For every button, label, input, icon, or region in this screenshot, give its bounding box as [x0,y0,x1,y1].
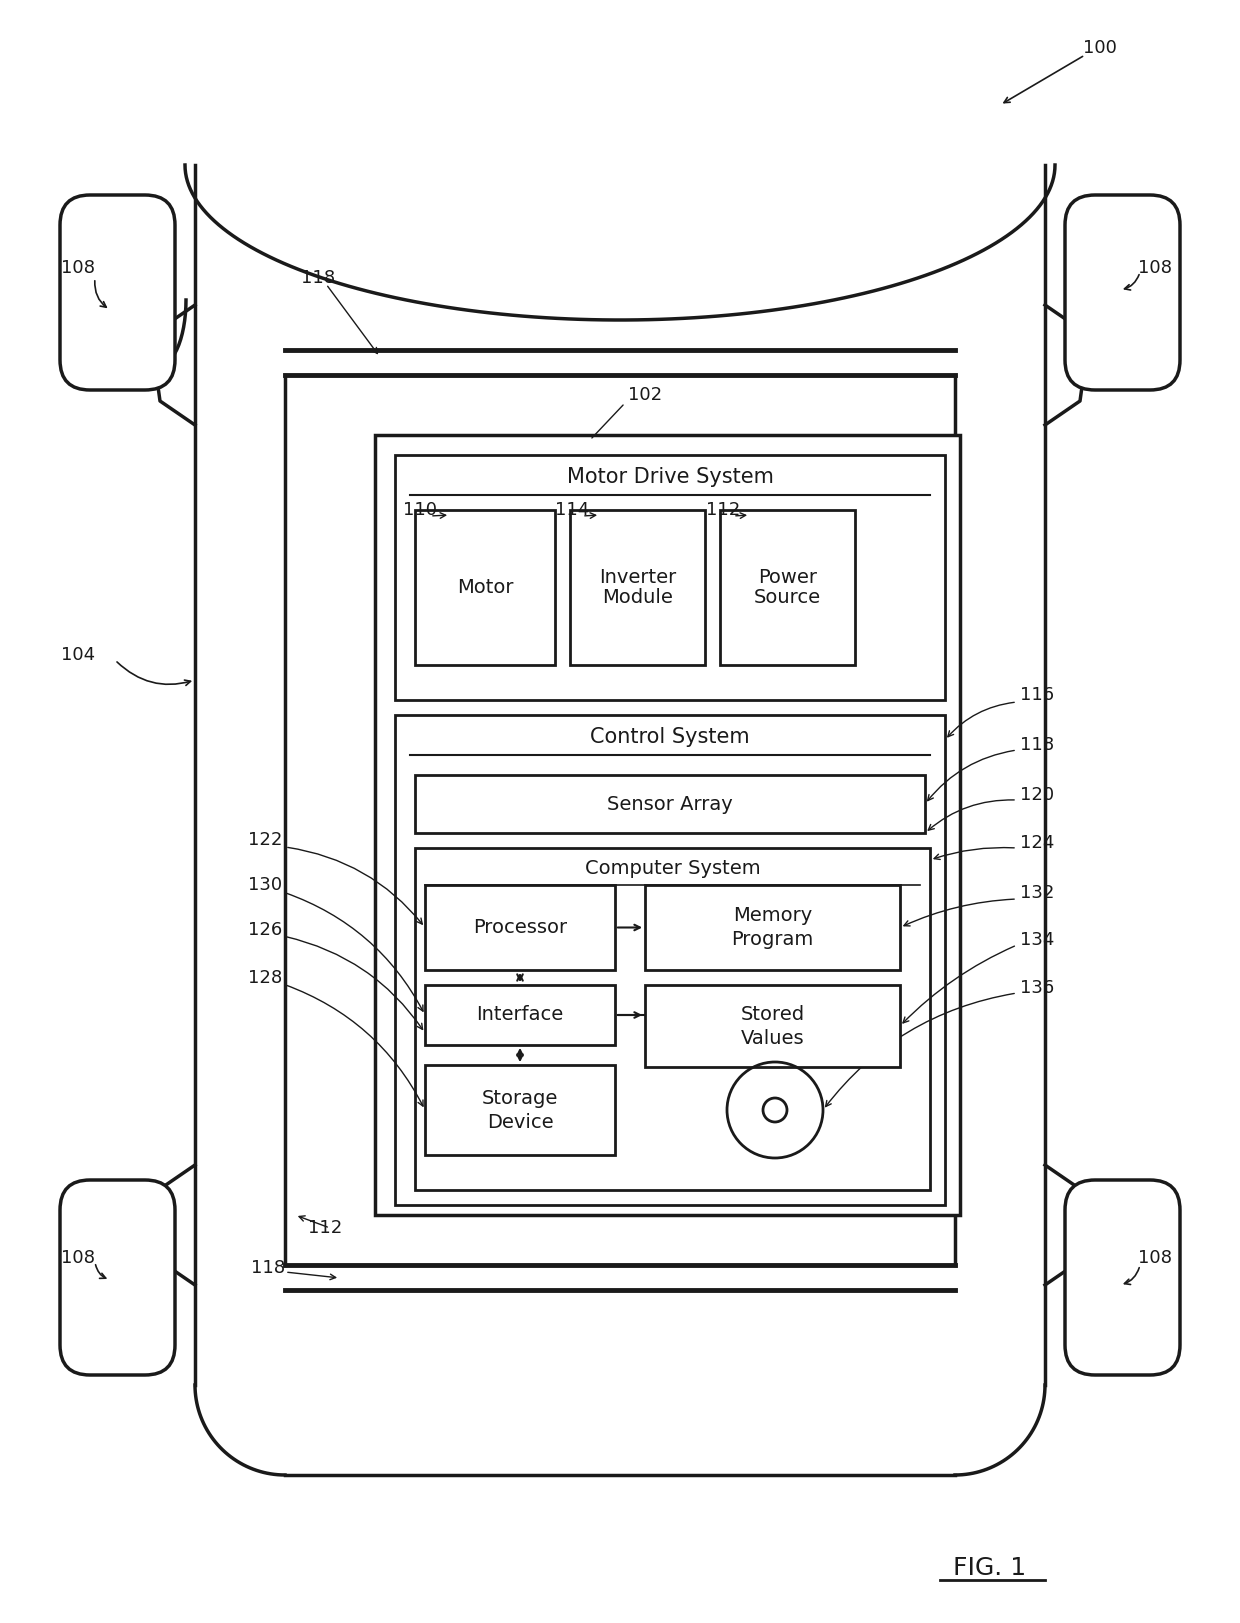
Text: Sensor Array: Sensor Array [608,795,733,813]
Text: Device: Device [486,1112,553,1131]
Text: Motor Drive System: Motor Drive System [567,467,774,487]
FancyBboxPatch shape [1065,1180,1180,1375]
Text: 134: 134 [1021,932,1054,949]
Bar [415,847,930,1190]
Bar [374,435,960,1216]
Text: 128: 128 [248,969,283,987]
Bar [645,985,900,1066]
Text: Motor: Motor [456,578,513,597]
Text: 136: 136 [1021,979,1054,997]
Text: 120: 120 [1021,786,1054,803]
Text: Computer System: Computer System [585,859,760,878]
Text: Control System: Control System [590,727,750,747]
Text: 100: 100 [1083,39,1117,57]
Text: 112: 112 [308,1219,342,1237]
Bar [425,1065,615,1156]
Bar [396,716,945,1204]
Bar [415,776,925,833]
Text: 118: 118 [1021,735,1054,755]
Text: Memory: Memory [733,906,812,925]
Bar [720,510,856,665]
Bar [425,985,615,1045]
Bar [425,885,615,971]
Text: 118: 118 [250,1259,285,1277]
Text: Values: Values [740,1029,805,1047]
Text: 122: 122 [248,831,283,849]
Text: 104: 104 [61,646,95,664]
Text: 110: 110 [403,502,436,519]
Text: 108: 108 [1138,260,1172,278]
Text: Module: Module [603,588,673,607]
Text: 116: 116 [1021,687,1054,704]
Text: Power: Power [758,568,817,588]
Text: Processor: Processor [472,919,567,936]
FancyBboxPatch shape [60,195,175,390]
FancyBboxPatch shape [1065,195,1180,390]
Text: FIG. 1: FIG. 1 [954,1556,1027,1581]
FancyBboxPatch shape [60,1180,175,1375]
Text: Inverter: Inverter [599,568,676,588]
Bar [415,510,556,665]
Text: 108: 108 [61,260,95,278]
Text: Storage: Storage [482,1089,558,1107]
Bar [570,510,706,665]
Bar [396,454,945,700]
Text: 102: 102 [627,386,662,404]
Text: Source: Source [754,588,821,607]
Text: 108: 108 [1138,1250,1172,1268]
Text: 114: 114 [554,502,589,519]
Text: 132: 132 [1021,885,1054,902]
Text: 130: 130 [248,876,281,894]
Text: Interface: Interface [476,1006,564,1024]
Text: Stored: Stored [740,1005,805,1024]
Text: Program: Program [732,930,813,949]
Text: 108: 108 [61,1250,95,1268]
Text: 124: 124 [1021,834,1054,852]
Text: 118: 118 [301,269,335,287]
Bar [645,885,900,971]
Text: 126: 126 [248,920,283,940]
Text: 112: 112 [706,502,740,519]
